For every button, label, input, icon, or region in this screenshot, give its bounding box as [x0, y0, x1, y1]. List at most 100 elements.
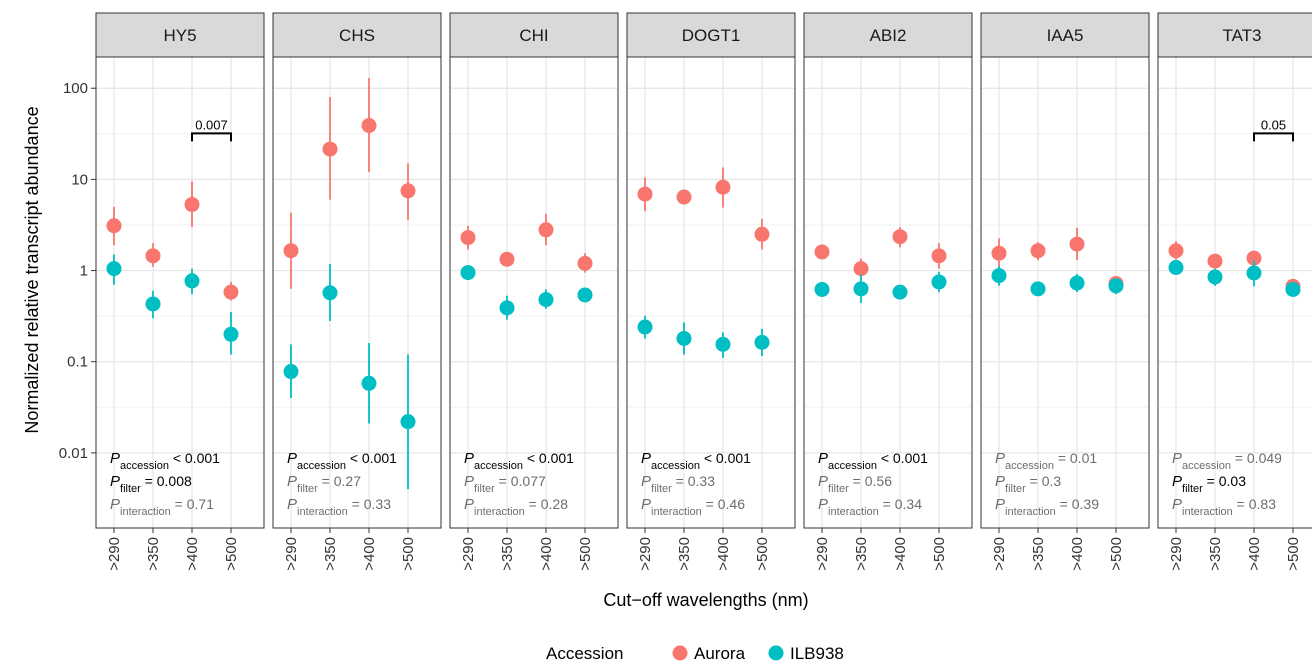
series-ilb938: [1168, 260, 1301, 297]
data-point: [676, 330, 692, 346]
x-tick-label: >400: [538, 537, 555, 571]
strip-label: HY5: [163, 26, 196, 45]
data-point: [1168, 260, 1184, 276]
series-ilb938: [460, 265, 593, 320]
x-tick-label: >350: [499, 537, 516, 571]
y-tick-label: 1: [80, 263, 88, 280]
stat-filter: Pfilter = 0.008: [110, 473, 192, 495]
strip-background: [1157, 12, 1312, 58]
data-point: [1030, 281, 1046, 297]
stat-interaction: Pinteraction = 0.28: [464, 496, 568, 518]
series-aurora: [106, 181, 239, 301]
stat-interaction: Pinteraction = 0.33: [287, 496, 391, 518]
series-ilb938: [106, 254, 239, 355]
data-point: [145, 296, 161, 312]
data-point: [931, 248, 947, 264]
series-aurora: [283, 77, 416, 289]
x-tick-label: >500: [577, 537, 594, 571]
data-point: [1030, 243, 1046, 259]
panel-border: [626, 56, 796, 529]
y-tick-label: 0.01: [59, 445, 88, 462]
x-tick-label: >400: [1069, 537, 1086, 571]
x-tick-label: >500: [754, 537, 771, 571]
data-point: [1207, 253, 1223, 269]
data-point: [322, 141, 338, 157]
data-point: [853, 281, 869, 297]
x-tick-label: >350: [676, 537, 693, 571]
significance-bracket: [1253, 132, 1294, 142]
panel-border: [1157, 56, 1312, 529]
strip-background: [272, 12, 442, 58]
legend-label-aurora: Aurora: [694, 644, 746, 663]
stat-interaction: Pinteraction = 0.34: [818, 496, 922, 518]
panel-background: [981, 57, 1149, 528]
significance-bracket: [191, 132, 232, 142]
data-point: [283, 364, 299, 380]
data-point: [715, 179, 731, 195]
x-tick-label: >400: [361, 537, 378, 571]
x-tick-label: >400: [184, 537, 201, 571]
data-point: [400, 414, 416, 430]
significance-label: 0.007: [195, 117, 228, 132]
data-point: [1069, 275, 1085, 291]
series-aurora: [460, 213, 593, 273]
stat-interaction: Pinteraction = 0.46: [641, 496, 745, 518]
stat-interaction: Pinteraction = 0.83: [1172, 496, 1276, 518]
data-point: [577, 255, 593, 271]
x-tick-label: >290: [637, 537, 654, 571]
x-tick-label: >400: [1246, 537, 1263, 571]
y-tick-label: 0.1: [67, 354, 88, 371]
data-point: [322, 285, 338, 301]
data-point: [991, 268, 1007, 284]
stat-accession: Paccession < 0.001: [287, 450, 397, 472]
data-point: [223, 284, 239, 300]
legend: Accession Aurora ILB938: [546, 644, 844, 663]
x-tick-label: >290: [283, 537, 300, 571]
stat-accession: Paccession < 0.001: [818, 450, 928, 472]
data-point: [499, 300, 515, 316]
stat-interaction: Pinteraction = 0.39: [995, 496, 1099, 518]
data-point: [1168, 243, 1184, 259]
strip-label: CHS: [339, 26, 375, 45]
data-point: [106, 218, 122, 234]
x-tick-label: >500: [400, 537, 417, 571]
data-point: [892, 229, 908, 245]
stat-accession: Paccession = 0.01: [995, 450, 1097, 472]
y-tick-label: 100: [63, 80, 88, 97]
data-point: [361, 117, 377, 133]
y-axis: 0.01 0.1 1 10 100: [59, 80, 96, 462]
data-point: [460, 230, 476, 246]
x-tick-label: >400: [892, 537, 909, 571]
legend-title: Accession: [546, 644, 623, 663]
x-tick-label: >350: [322, 537, 339, 571]
panel-background: [804, 57, 972, 528]
data-point: [184, 197, 200, 213]
data-point: [853, 261, 869, 277]
panel-border: [272, 56, 442, 529]
strip-background: [449, 12, 619, 58]
panel-background: [273, 57, 441, 528]
strip-label: IAA5: [1047, 26, 1084, 45]
x-tick-label: >350: [853, 537, 870, 571]
series-ilb938: [814, 271, 947, 304]
stat-accession: Paccession < 0.001: [464, 450, 574, 472]
series-aurora: [637, 167, 770, 250]
data-point: [283, 243, 299, 259]
x-tick-label: >290: [460, 537, 477, 571]
data-point: [814, 244, 830, 260]
data-point: [538, 222, 554, 238]
strip-label: TAT3: [1222, 26, 1261, 45]
panel-background: [627, 57, 795, 528]
stat-accession: Paccession < 0.001: [110, 450, 220, 472]
panel-border: [95, 56, 265, 529]
data-point: [676, 189, 692, 205]
data-point: [1246, 250, 1262, 266]
data-point: [538, 292, 554, 308]
stat-filter: Pfilter = 0.56: [818, 473, 892, 495]
stat-filter: Pfilter = 0.33: [641, 473, 715, 495]
series-ilb938: [637, 315, 770, 358]
